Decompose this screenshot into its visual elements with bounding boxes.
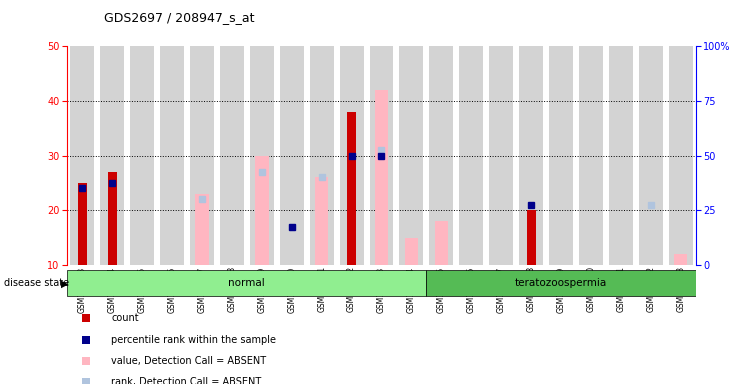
Text: value, Detection Call = ABSENT: value, Detection Call = ABSENT (111, 356, 266, 366)
Text: count: count (111, 313, 139, 323)
Bar (527, 210, 536, 265)
Bar (399, 46, 423, 265)
Bar (669, 46, 693, 265)
Bar (426, 270, 696, 296)
Bar (310, 46, 334, 265)
Bar (195, 194, 209, 265)
Text: teratozoospermia: teratozoospermia (515, 278, 607, 288)
Text: normal: normal (228, 278, 266, 288)
Bar (190, 46, 214, 265)
Bar (67, 270, 426, 296)
Bar (130, 46, 154, 265)
Text: percentile rank within the sample: percentile rank within the sample (111, 334, 276, 345)
Text: disease state: disease state (4, 278, 69, 288)
Text: GDS2697 / 208947_s_at: GDS2697 / 208947_s_at (104, 12, 255, 25)
Bar (160, 46, 184, 265)
Bar (280, 46, 304, 265)
Bar (459, 46, 483, 265)
Text: rank, Detection Call = ABSENT: rank, Detection Call = ABSENT (111, 377, 262, 384)
Bar (78, 183, 87, 265)
Bar (674, 254, 687, 265)
Bar (340, 46, 364, 265)
Bar (370, 46, 393, 265)
Bar (435, 221, 448, 265)
Bar (347, 112, 356, 265)
Bar (100, 46, 124, 265)
Bar (250, 46, 274, 265)
Bar (489, 46, 513, 265)
Bar (405, 238, 418, 265)
Bar (70, 46, 94, 265)
Bar (609, 46, 633, 265)
Bar (549, 46, 573, 265)
Text: ▶: ▶ (61, 278, 69, 288)
Bar (639, 46, 663, 265)
Bar (220, 46, 244, 265)
Bar (579, 46, 603, 265)
Bar (519, 46, 543, 265)
Bar (255, 156, 269, 265)
Bar (375, 90, 388, 265)
Bar (429, 46, 453, 265)
Bar (108, 172, 117, 265)
Bar (315, 177, 328, 265)
